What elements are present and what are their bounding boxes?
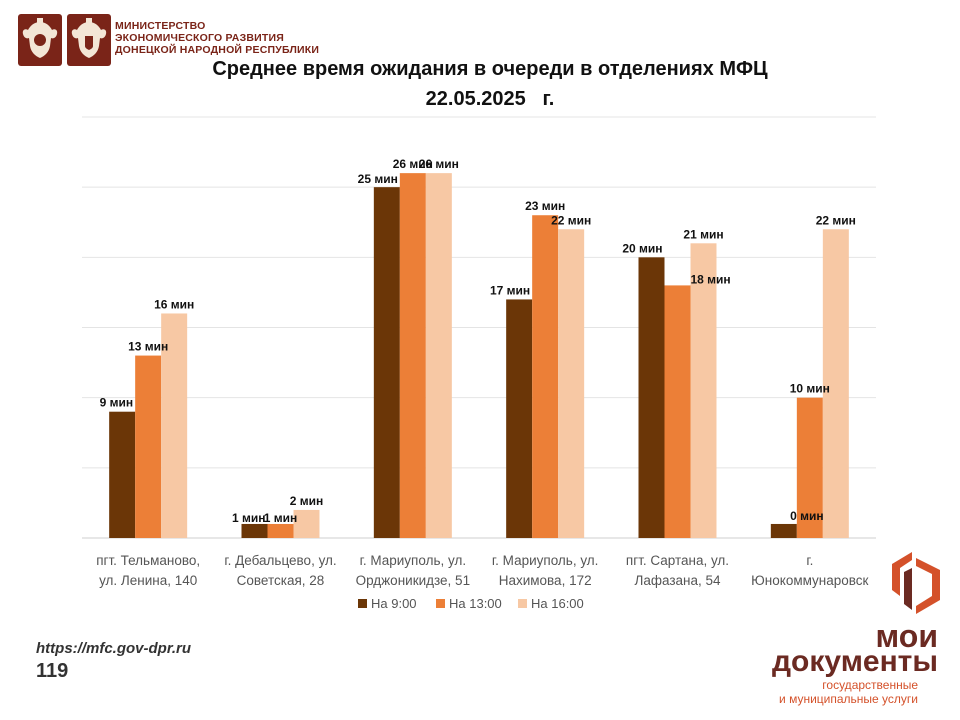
legend-swatch (518, 599, 527, 608)
x-tick-label: г. Мариуполь, ул. (360, 553, 467, 568)
bar (532, 215, 559, 538)
data-label: 26 мин (393, 157, 433, 171)
russia-coat-of-arms-icon (18, 14, 62, 66)
bar (664, 285, 691, 538)
bar (822, 229, 849, 538)
data-label: 22 мин (551, 213, 591, 227)
bar (558, 229, 585, 538)
legend-label: На 16:00 (531, 596, 584, 611)
data-label: 25 мин (358, 172, 398, 186)
logo-subtitle: государственные и муниципальные услуги (779, 678, 918, 706)
logo-line1: мои (875, 618, 938, 654)
data-label: 9 мин (100, 396, 134, 410)
bar (690, 243, 717, 539)
x-tick-label: Юнокоммунаровск (751, 573, 868, 588)
bar (267, 523, 294, 538)
ministry-line: ДОНЕЦКОЙ НАРОДНОЙ РЕСПУБЛИКИ (115, 44, 320, 56)
logo-sub-line: и муниципальные услуги (779, 692, 918, 706)
data-label: 23 мин (525, 199, 565, 213)
bar (796, 397, 823, 538)
chart-title: Среднее время ожидания в очереди в отдел… (212, 58, 768, 80)
legend-swatch (436, 599, 445, 608)
bar (638, 257, 665, 538)
data-label: 16 мин (154, 297, 194, 311)
x-tick-label: ул. Ленина, 140 (99, 573, 197, 588)
x-tick-label: Лафазана, 54 (634, 573, 721, 588)
ministry-line: ЭКОНОМИЧЕСКОГО РАЗВИТИЯ (115, 32, 285, 44)
bar (109, 411, 136, 538)
x-tick-label: Советская, 28 (237, 573, 325, 588)
legend-label: На 9:00 (371, 596, 417, 611)
dpr-coat-of-arms-icon (67, 14, 111, 66)
x-tick-label: г. Мариуполь, ул. (492, 553, 599, 568)
bar (135, 355, 162, 538)
x-tick-label: г. Дебальцево, ул. (224, 553, 336, 568)
data-label: 2 мин (290, 494, 324, 508)
data-label: 18 мин (691, 272, 731, 286)
logo-sub-line: государственные (822, 678, 918, 692)
bar (399, 173, 426, 538)
ministry-line: МИНИСТЕРСТВО (115, 20, 206, 32)
legend-label: На 13:00 (449, 596, 502, 611)
data-label: 22 мин (816, 213, 856, 227)
data-label: 21 мин (683, 227, 723, 241)
data-label: 10 мин (790, 382, 830, 396)
legend-swatch (358, 599, 367, 608)
data-label: 26 мин (419, 157, 459, 171)
bar (506, 299, 533, 538)
x-tick-label: г. (806, 553, 813, 568)
data-label: 17 мин (490, 283, 530, 297)
website-url[interactable]: https://mfc.gov-dpr.ru (36, 640, 191, 657)
data-label: 0 мин (790, 509, 824, 523)
bar (241, 523, 268, 538)
data-label: 13 мин (128, 340, 168, 354)
data-label: 1 мин (264, 511, 298, 525)
x-tick-label: пгт. Тельманово, (96, 553, 200, 568)
x-tick-label: Нахимова, 172 (499, 573, 592, 588)
bar (161, 313, 188, 538)
ministry-name: МИНИСТЕРСТВО ЭКОНОМИЧЕСКОГО РАЗВИТИЯ ДОН… (115, 20, 319, 56)
bar (373, 187, 400, 538)
moi-dokumenty-logo-icon (892, 552, 940, 614)
bar (770, 523, 797, 538)
chart-subtitle: 22.05.2025 г. (425, 88, 555, 110)
bar (293, 509, 320, 538)
data-label: 20 мин (622, 241, 662, 255)
x-tick-label: пгт. Сартана, ул. (626, 553, 729, 568)
data-label: 1 мин (232, 511, 266, 525)
logo-line2: документы (772, 645, 938, 678)
x-tick-label: Орджоникидзе, 51 (356, 573, 471, 588)
bar (425, 173, 452, 538)
page-number: 119 (36, 660, 69, 682)
